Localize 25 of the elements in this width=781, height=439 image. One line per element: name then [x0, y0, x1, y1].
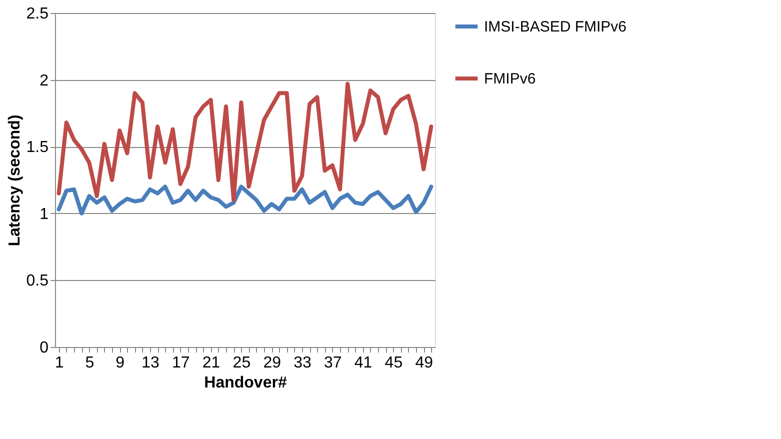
y-tick-label: 2.5: [26, 6, 49, 22]
x-tick-label: 17: [172, 354, 190, 372]
x-tick-label: 37: [324, 354, 342, 372]
x-tick-label: 25: [232, 354, 251, 372]
y-tick-label: 1: [40, 206, 49, 223]
y-tick-label: 2: [40, 72, 49, 90]
x-tick-label: 1: [54, 354, 64, 372]
x-tick-label: 45: [384, 354, 403, 372]
x-axis-title: Handover#: [204, 374, 287, 392]
x-tick-label: 13: [142, 354, 160, 372]
line-series: [56, 82, 434, 202]
x-tick-label: 21: [202, 354, 220, 372]
x-tick-label: 29: [263, 354, 282, 372]
legend-label: IMSI-BASED FMIPv6: [484, 18, 627, 36]
legend-label: FMIPv6: [484, 70, 536, 88]
x-tick-label: 5: [85, 354, 94, 372]
y-tick-label: 0.5: [26, 272, 49, 290]
y-axis-title: Latency (second): [6, 114, 24, 246]
y-tick-label: 1.5: [26, 139, 49, 156]
x-tick-label: 41: [354, 354, 372, 372]
x-tick-label: 9: [116, 354, 125, 372]
x-tick-label: 49: [415, 354, 434, 372]
x-tick-label: 33: [294, 354, 312, 372]
y-tick-label: 0: [40, 340, 49, 356]
line-series: [56, 184, 434, 216]
